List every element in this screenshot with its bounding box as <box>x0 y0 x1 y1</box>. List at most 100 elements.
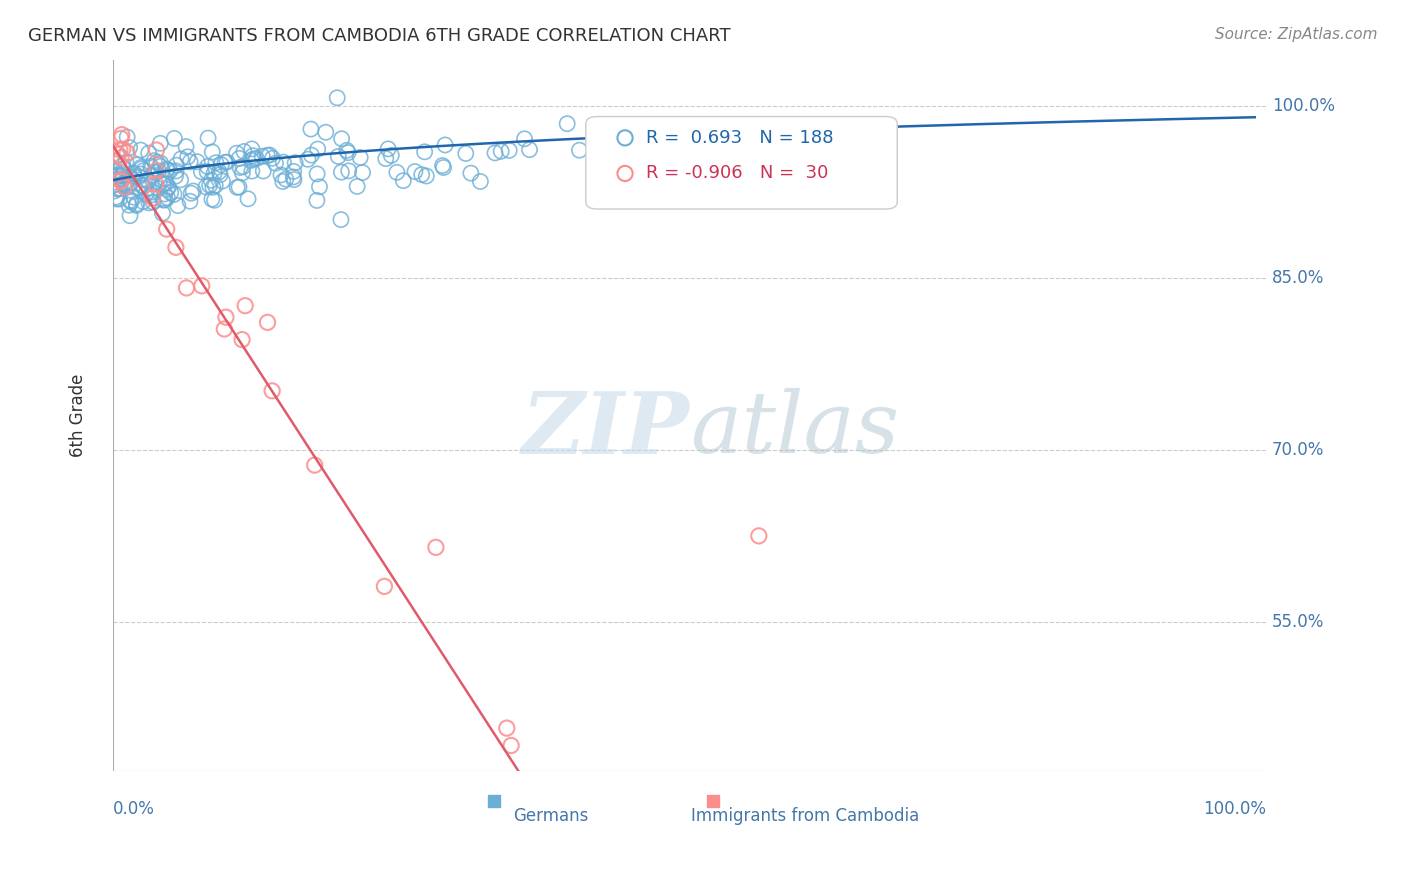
Point <box>156 162 179 177</box>
Point <box>146 181 169 195</box>
Point <box>110 169 132 183</box>
Point <box>337 164 360 178</box>
Point <box>148 176 170 190</box>
Point <box>233 299 256 313</box>
Point <box>159 186 181 200</box>
Point <box>262 151 284 165</box>
Point <box>373 579 395 593</box>
Point <box>179 155 201 169</box>
Point <box>460 166 482 180</box>
Point <box>262 384 284 398</box>
Point <box>489 145 512 159</box>
Point <box>148 164 170 178</box>
Point <box>110 131 132 145</box>
Point <box>141 169 163 183</box>
Point <box>202 166 225 180</box>
Point <box>145 143 167 157</box>
Point <box>270 168 292 182</box>
Point <box>349 151 371 165</box>
Point <box>377 142 399 156</box>
Point <box>104 190 127 204</box>
Point <box>118 178 141 193</box>
Point <box>236 192 259 206</box>
Point <box>201 180 224 194</box>
Point <box>470 174 492 188</box>
Text: R = -0.906   N =  30: R = -0.906 N = 30 <box>645 164 828 183</box>
Point <box>225 146 247 161</box>
Point <box>197 160 219 174</box>
Point <box>283 164 305 178</box>
Point <box>404 164 426 178</box>
Point <box>245 152 267 166</box>
Text: Immigrants from Cambodia: Immigrants from Cambodia <box>690 806 920 825</box>
Point <box>108 192 131 206</box>
Point <box>689 123 711 137</box>
Point <box>256 148 278 162</box>
Point <box>156 182 179 196</box>
Point <box>112 180 135 194</box>
Point <box>165 169 187 184</box>
Point <box>519 143 541 157</box>
Point <box>108 143 131 157</box>
Point <box>111 173 134 187</box>
Point <box>374 152 396 166</box>
Point <box>128 180 150 194</box>
Point <box>392 174 415 188</box>
Point <box>596 130 619 145</box>
Point <box>174 139 197 153</box>
Point <box>232 160 254 174</box>
Point <box>129 161 152 175</box>
Point <box>215 155 238 169</box>
Point <box>299 122 322 136</box>
Point <box>136 174 159 188</box>
Point <box>411 168 433 182</box>
Point <box>129 167 152 181</box>
Point <box>214 322 236 336</box>
Point <box>252 164 274 178</box>
Point <box>226 180 249 194</box>
Point <box>107 182 129 196</box>
Point <box>142 185 165 199</box>
Text: 70.0%: 70.0% <box>1272 441 1324 458</box>
Point <box>112 161 135 176</box>
Point <box>110 174 132 188</box>
Point <box>284 155 307 169</box>
Point <box>586 138 609 153</box>
Point <box>112 168 135 182</box>
Point <box>214 155 236 169</box>
Point <box>501 739 523 753</box>
Point <box>194 180 217 194</box>
Point <box>330 165 353 179</box>
Point <box>201 145 224 159</box>
Point <box>326 91 349 105</box>
Point <box>118 140 141 154</box>
Point <box>169 173 191 187</box>
Text: 0.0%: 0.0% <box>112 799 155 818</box>
Point <box>205 155 228 169</box>
Point <box>120 176 142 190</box>
Point <box>204 178 226 193</box>
Point <box>122 190 145 204</box>
Point <box>283 169 305 184</box>
Point <box>215 310 238 325</box>
Point <box>125 197 148 211</box>
Point <box>112 176 135 190</box>
Point <box>179 194 201 209</box>
Point <box>145 155 167 169</box>
Point <box>259 148 281 162</box>
Point <box>197 131 219 145</box>
Point <box>177 150 200 164</box>
Point <box>105 192 128 206</box>
Point <box>208 164 231 178</box>
Point <box>122 166 145 180</box>
Point <box>336 144 359 158</box>
Point <box>305 194 328 208</box>
Text: atlas: atlas <box>689 388 898 471</box>
Point <box>115 130 138 145</box>
Point <box>498 144 520 158</box>
Point <box>165 158 187 172</box>
Point <box>118 198 141 212</box>
Point <box>385 165 408 179</box>
Point <box>176 281 198 295</box>
Point <box>167 198 190 212</box>
